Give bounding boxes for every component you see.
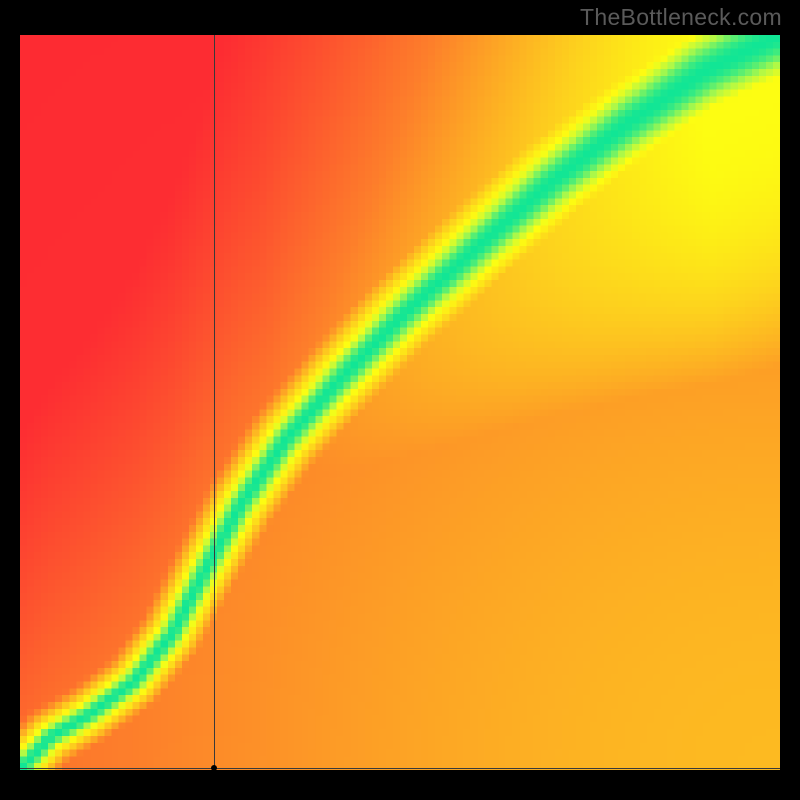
crosshair-horizontal xyxy=(20,768,780,769)
crosshair-vertical xyxy=(214,35,215,770)
heatmap-canvas xyxy=(20,35,780,770)
marker-dot xyxy=(211,765,217,771)
chart-container: { "attribution": "TheBottleneck.com", "b… xyxy=(0,0,800,800)
plot-area xyxy=(20,35,780,770)
attribution-label: TheBottleneck.com xyxy=(580,4,782,31)
